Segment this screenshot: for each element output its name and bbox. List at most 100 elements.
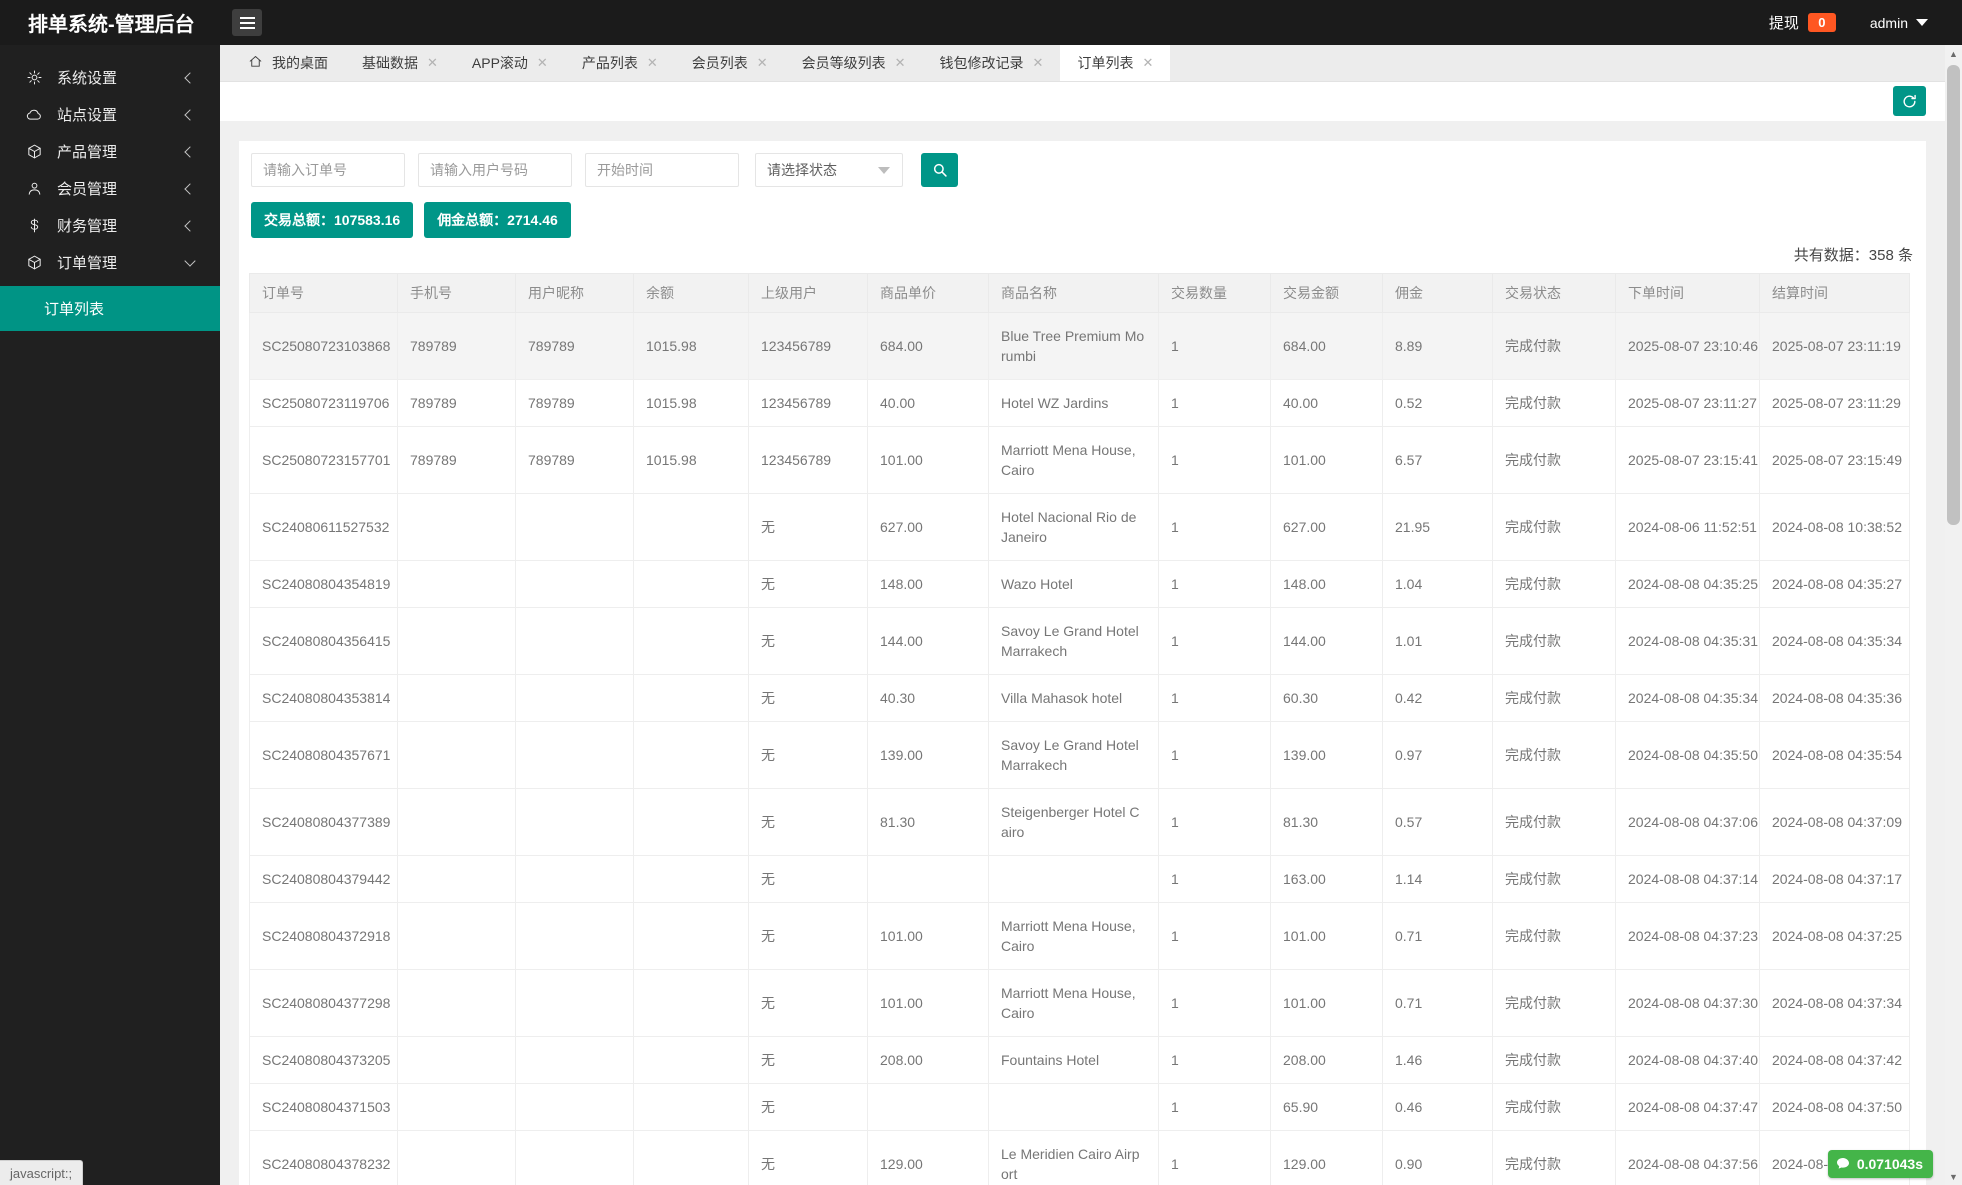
- cell-settle-time: 2024-08-08 04:37:34: [1759, 969, 1910, 1037]
- status-select-value: 请选择状态: [767, 162, 837, 178]
- cell-qty: 1: [1158, 493, 1271, 561]
- scrollbar-thumb[interactable]: [1947, 65, 1960, 525]
- chevron-down-icon: [878, 166, 890, 174]
- cell-order-no: SC25080723103868: [249, 312, 398, 380]
- cell-amount: 144.00: [1270, 607, 1383, 675]
- cell-settle-time: 2024-08-08 04:37:42: [1759, 1036, 1910, 1084]
- cell-commission: 6.57: [1382, 426, 1493, 494]
- cell-parent-user: 无: [748, 674, 868, 722]
- cell-phone: [397, 607, 516, 675]
- order-no-input[interactable]: [251, 153, 405, 187]
- cell-nickname: [515, 788, 634, 856]
- cell-balance: [633, 855, 749, 903]
- username: admin: [1869, 14, 1908, 31]
- withdraw-link[interactable]: 提现: [1768, 15, 1799, 32]
- cell-status: 完成付款: [1492, 855, 1616, 903]
- cell-settle-time: 2024-08-08 10:38:52: [1759, 493, 1910, 561]
- chevron-down-icon: [1916, 19, 1928, 26]
- start-time-input[interactable]: [585, 153, 739, 187]
- cell-parent-user: 无: [748, 969, 868, 1037]
- cell-nickname: [515, 1036, 634, 1084]
- scroll-up-button[interactable]: ▲: [1949, 48, 1958, 59]
- user-dropdown[interactable]: admin: [1870, 15, 1928, 31]
- tab-basic-data[interactable]: 基础数据 ✕: [345, 45, 455, 81]
- table-row: SC24080804379442 无 1 163.00 1.14 完成付款 2024-08-…: [249, 855, 1910, 903]
- cell-settle-time: 2024-08-08 04:37:17: [1759, 855, 1910, 903]
- tab-member-level-list[interactable]: 会员等级列表 ✕: [785, 45, 923, 81]
- cell-balance: 1015.98: [633, 312, 749, 380]
- tab-app-scroll[interactable]: APP滚动 ✕: [455, 45, 565, 81]
- close-icon[interactable]: ✕: [894, 55, 906, 70]
- sidebar-item-order-management[interactable]: 订单管理: [0, 244, 220, 281]
- hamburger-menu-icon[interactable]: [232, 9, 262, 36]
- cell-order-time: 2024-08-08 04:35:25: [1615, 560, 1760, 608]
- status-select[interactable]: 请选择状态: [755, 153, 903, 187]
- cell-parent-user: 无: [748, 855, 868, 903]
- cell-balance: 1015.98: [633, 379, 749, 427]
- tab-member-list[interactable]: 会员列表 ✕: [675, 45, 785, 81]
- cell-status: 完成付款: [1492, 493, 1616, 561]
- cell-order-no: SC24080804377298: [249, 969, 398, 1037]
- cell-phone: 789789: [397, 379, 516, 427]
- cell-parent-user: 无: [748, 902, 868, 970]
- table-row: SC25080723157701 789789 789789 1015.98 12345…: [249, 426, 1910, 494]
- cell-settle-time: 2024-08-08 04:35:34: [1759, 607, 1910, 675]
- cell-balance: 1015.98: [633, 426, 749, 494]
- execution-time: 0.071043s: [1856, 1156, 1923, 1172]
- close-icon[interactable]: ✕: [1142, 55, 1154, 70]
- cell-unit-price: 684.00: [867, 312, 989, 380]
- cell-qty: 1: [1158, 969, 1271, 1037]
- cell-commission: 1.14: [1382, 855, 1493, 903]
- cell-order-time: 2025-08-07 23:10:46: [1615, 312, 1760, 380]
- close-icon[interactable]: ✕: [1032, 55, 1044, 70]
- cell-amount: 40.00: [1270, 379, 1383, 427]
- table-row: SC24080804372918 无 101.00 Marriott Mena Hou…: [249, 902, 1910, 970]
- sidebar-item-product-management[interactable]: 产品管理: [0, 133, 220, 170]
- cell-order-no: SC24080804353814: [249, 674, 398, 722]
- cell-unit-price: 101.00: [867, 969, 989, 1037]
- sidebar-item-member-management[interactable]: 会员管理: [0, 170, 220, 207]
- cell-order-time: 2024-08-08 04:37:23: [1615, 902, 1760, 970]
- cell-parent-user: 无: [748, 1083, 868, 1131]
- user-no-input[interactable]: [418, 153, 572, 187]
- cell-nickname: [515, 855, 634, 903]
- cell-qty: 1: [1158, 560, 1271, 608]
- sidebar-item-system-settings[interactable]: 系统设置: [0, 59, 220, 96]
- orders-table: 订单号 手机号 用户昵称 余额 上级用户 商品单价 商品名称 交易数量 交易金额 佣金 交易状态 下单…: [249, 273, 1910, 1185]
- cell-order-time: 2025-08-07 23:11:27: [1615, 379, 1760, 427]
- cell-product-name: Blue Tree Premium Morumbi: [988, 312, 1159, 380]
- close-icon[interactable]: ✕: [646, 55, 658, 70]
- col-status: 交易状态: [1492, 273, 1616, 313]
- col-order-no: 订单号: [249, 273, 398, 313]
- sidebar-item-site-settings[interactable]: 站点设置: [0, 96, 220, 133]
- cell-unit-price: 129.00: [867, 1130, 989, 1185]
- chevron-left-icon: [184, 182, 196, 195]
- cell-amount: 101.00: [1270, 969, 1383, 1037]
- content-toolbar: [220, 82, 1945, 121]
- sidebar-item-finance-management[interactable]: 财务管理: [0, 207, 220, 244]
- cell-status: 完成付款: [1492, 969, 1616, 1037]
- table-row: SC24080804371503 无 1 65.90 0.46 完成付款 2024-08-0…: [249, 1083, 1910, 1131]
- chevron-down-icon: [184, 255, 196, 267]
- cell-status: 完成付款: [1492, 560, 1616, 608]
- tab-product-list[interactable]: 产品列表 ✕: [565, 45, 675, 81]
- tab-desktop[interactable]: 我的桌面: [231, 45, 345, 81]
- close-icon[interactable]: ✕: [427, 55, 438, 70]
- table-row: SC25080723103868 789789 789789 1015.98 12345…: [249, 312, 1910, 380]
- cell-phone: [397, 902, 516, 970]
- tab-order-list[interactable]: 订单列表 ✕: [1060, 45, 1171, 81]
- cell-phone: [397, 674, 516, 722]
- cell-unit-price: 81.30: [867, 788, 989, 856]
- trade-total-badge: 交易总额：107583.16: [251, 202, 414, 238]
- sidebar-item-label: 产品管理: [57, 144, 118, 161]
- sidebar-subitem-order-list[interactable]: 订单列表: [0, 286, 220, 331]
- search-button[interactable]: [921, 153, 958, 187]
- close-icon[interactable]: ✕: [756, 55, 768, 70]
- tab-wallet-log[interactable]: 钱包修改记录 ✕: [923, 45, 1061, 81]
- sidebar: 系统设置 站点设置产品管理会员管理 财务管理 订单管理订单列表: [0, 45, 220, 1185]
- scroll-down-button[interactable]: ▼: [1949, 1171, 1958, 1182]
- close-icon[interactable]: ✕: [536, 55, 548, 70]
- cell-parent-user: 123456789: [748, 312, 868, 380]
- refresh-button[interactable]: [1893, 86, 1926, 116]
- table-row: SC24080611527532 无 627.00 Hotel Nacional Ri…: [249, 493, 1910, 561]
